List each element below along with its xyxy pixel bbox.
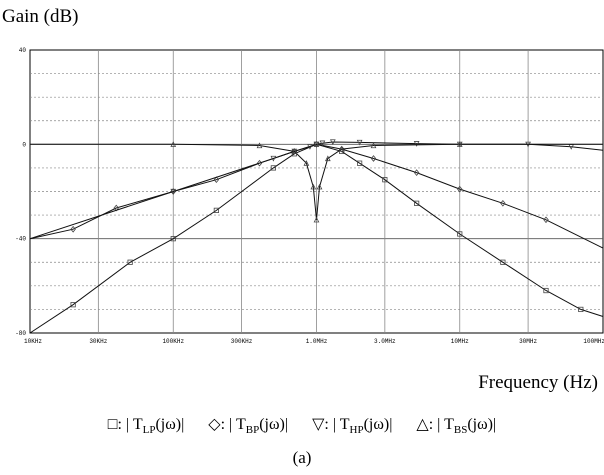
marker-triangle-down: [413, 141, 420, 147]
marker-square: [543, 287, 549, 294]
marker-triangle-down: [170, 188, 177, 195]
marker-diamond: [370, 155, 377, 162]
legend-symbol-square: □: [107, 416, 118, 433]
x-tick-label: 10KHz: [24, 338, 42, 345]
marker-diamond: [213, 176, 220, 184]
legend-item-hp: ▽: | THP(jω)|: [312, 414, 392, 436]
x-axis-label: Frequency (Hz): [478, 372, 598, 393]
marker-triangle-down: [356, 139, 363, 146]
legend-sub: BP: [245, 424, 260, 437]
marker-square: [357, 160, 363, 166]
marker-diamond: [70, 225, 76, 233]
marker-triangle-down: [319, 140, 326, 147]
marker-triangle-down: [313, 141, 320, 148]
y-tick-label: -40: [15, 236, 26, 243]
x-tick-label: 100MHz: [583, 338, 604, 345]
legend-item-bp: ◇: | TBP(jω)|: [208, 414, 288, 436]
marker-square: [127, 259, 133, 265]
marker-diamond: [500, 199, 506, 207]
marker-triangle-up: [324, 155, 331, 162]
marker-triangle-down: [270, 155, 277, 162]
x-tick-label: 10MHz: [451, 338, 469, 345]
marker-diamond: [543, 216, 549, 224]
legend: □: | TLP(jω)| ◇: | TBP(jω)| ▽: | THP(jω)…: [0, 414, 604, 436]
marker-square: [70, 302, 76, 308]
legend-sep: : | T: [324, 416, 350, 433]
marker-square: [270, 165, 276, 171]
figure-caption: (a): [292, 448, 312, 467]
marker-square: [382, 177, 388, 183]
marker-triangle-up: [310, 183, 317, 190]
marker-triangle-up: [256, 142, 263, 149]
marker-square: [457, 231, 463, 237]
legend-symbol-triangle-up: △: [416, 416, 429, 433]
marker-square: [414, 200, 420, 206]
x-tick-label: 1.0MHz: [306, 338, 328, 345]
legend-sep: : | T: [428, 416, 454, 433]
legend-fn: (jω)|: [467, 416, 497, 433]
marker-triangle-down: [329, 139, 336, 146]
legend-sub: HP: [349, 424, 364, 437]
legend-sub: LP: [142, 424, 156, 437]
legend-sep: : | T: [220, 416, 246, 433]
x-tick-label: 30MHz: [519, 338, 537, 345]
legend-sep: : | T: [117, 416, 143, 433]
legend-fn: (jω)|: [155, 416, 185, 433]
marker-triangle-up: [313, 216, 320, 223]
marker-triangle-up: [456, 141, 463, 147]
marker-triangle-up: [291, 148, 298, 155]
marker-square: [213, 207, 219, 213]
marker-triangle-up: [303, 160, 310, 166]
x-tick-label: 3.0MHz: [374, 338, 396, 345]
marker-triangle-up: [338, 145, 345, 152]
marker-triangle-up: [316, 183, 323, 190]
x-tick-label: 100KHz: [162, 338, 184, 345]
marker-square: [578, 306, 584, 313]
y-tick-label: -80: [15, 330, 26, 337]
x-tick-label: 30KHz: [89, 338, 107, 345]
marker-triangle-down: [307, 144, 313, 150]
y-axis-label: Gain (dB): [2, 6, 79, 27]
marker-diamond: [457, 185, 463, 193]
marker-square: [500, 259, 506, 265]
marker-triangle-up: [370, 142, 377, 149]
marker-square: [170, 236, 176, 242]
marker-triangle-up: [170, 141, 177, 147]
legend-sub: BS: [453, 424, 468, 437]
y-tick-label: 0: [22, 141, 26, 148]
y-tick-label: 40: [19, 47, 27, 54]
series-line-bs: [30, 143, 603, 220]
legend-symbol-triangle-down: ▽: [312, 416, 325, 433]
legend-item-lp: □: | TLP(jω)|: [108, 416, 185, 436]
x-tick-label: 300KHz: [231, 338, 253, 345]
legend-symbol-diamond: ◇: [208, 416, 221, 433]
legend-fn: (jω)|: [259, 416, 289, 433]
legend-item-bs: △: | TBS(jω)|: [416, 414, 496, 436]
marker-diamond: [413, 169, 420, 176]
marker-diamond: [339, 145, 345, 153]
legend-fn: (jω)|: [363, 416, 393, 433]
